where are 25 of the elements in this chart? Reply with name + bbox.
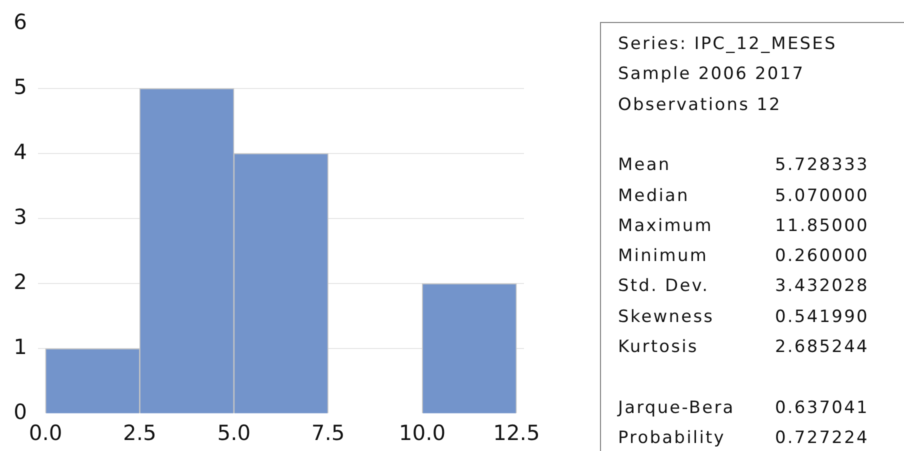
text: Series: IPC_12_MESES [618,33,837,56]
x-tick-label: 12.5 [493,420,540,445]
text: Std. Dev. 3.432028 [618,276,869,296]
x-tick-label: 10.0 [398,420,446,445]
text: Observations 12 [618,94,782,117]
y-tick-label: 4 [14,140,27,164]
x-tick-label: 0.0 [28,420,62,445]
text: Sample 2006 2017 [618,63,805,86]
text: Minimum 0.260000 [618,246,869,266]
y-tick-label: 1 [14,335,27,360]
text: Probability 0.727224 [618,428,869,448]
text: Median 5.070000 [618,186,869,206]
y-tick-label: 3 [14,205,27,230]
x-tick-label: 2.5 [123,420,156,445]
text: Skewness 0.541990 [618,306,869,327]
text: Mean 5.728333 [618,155,869,176]
y-tick-label: 2 [14,270,27,294]
y-tick-label: 6 [14,10,27,34]
x-tick-label: 7.5 [311,420,345,445]
text: Kurtosis 2.685244 [618,337,869,357]
y-tick-label: 0 [14,400,27,424]
text: Maximum 11.85000 [618,216,869,236]
text: Jarque-Bera 0.637041 [618,398,869,418]
x-tick-label: 5.0 [217,420,251,445]
y-tick-label: 5 [14,75,27,100]
